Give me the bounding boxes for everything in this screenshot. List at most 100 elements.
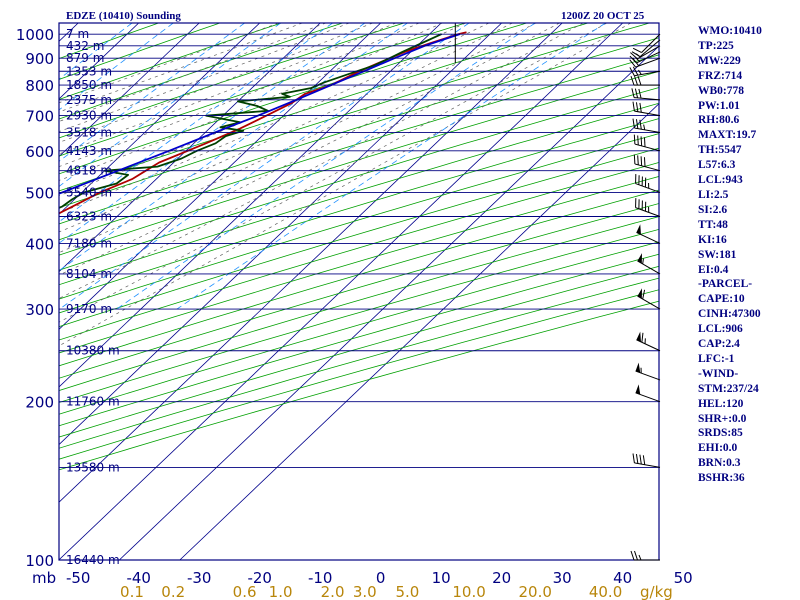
dry-adiabat <box>59 216 659 391</box>
dry-adiabat <box>59 23 220 80</box>
temperature-tick-label: 10 <box>432 569 451 587</box>
sounding-time: 1200Z 20 OCT 25 <box>561 10 645 22</box>
index-item: SW:181 <box>698 248 737 261</box>
index-item: TP:225 <box>698 39 734 52</box>
background-grid <box>0 23 659 560</box>
mixing-ratio-unit-label: g/kg <box>640 583 673 600</box>
dry-adiabat <box>59 277 659 449</box>
moist-adiabat <box>59 23 608 323</box>
temperature-tick-label: 30 <box>553 569 572 587</box>
moist-adiabat <box>59 23 537 254</box>
dry-adiabat <box>59 147 659 328</box>
temperature-tick-label: -40 <box>126 569 151 587</box>
dry-adiabat <box>59 189 659 367</box>
moist-adiabat <box>59 23 373 143</box>
dry-adiabat <box>59 118 659 300</box>
dry-adiabat <box>59 23 405 139</box>
mixing-ratio-line <box>59 23 366 244</box>
index-item: LCL:906 <box>698 323 743 336</box>
index-item: SI:2.6 <box>698 203 728 216</box>
dry-adiabat <box>59 54 659 241</box>
index-item: RH:80.6 <box>698 114 740 127</box>
wind-barb <box>635 384 661 403</box>
height-label: 8104 m <box>66 267 112 281</box>
index-item: STM:237/24 <box>698 382 759 395</box>
stability-index-list: WMO:10410 TP:225 MW:229 FRZ:714 WB0:778 PW:1.… <box>698 24 762 486</box>
mixing-ratio-label: 5.0 <box>395 583 419 600</box>
isotherm <box>59 23 200 158</box>
index-item: PW:1.01 <box>698 99 740 112</box>
height-label: 432 m <box>66 39 104 53</box>
index-item: TT:48 <box>698 218 728 231</box>
plot-frame <box>58 22 660 561</box>
pressure-label: 500 <box>25 184 54 202</box>
index-item: CAPE:10 <box>698 293 745 306</box>
isotherm <box>0 23 18 560</box>
temperature-tick-label: -10 <box>308 569 333 587</box>
index-item: MAXT:19.7 <box>698 129 757 142</box>
mixing-ratio-line <box>59 23 333 223</box>
mixing-ratio-label: 1.0 <box>269 583 293 600</box>
pressure-label: 700 <box>25 108 54 126</box>
index-item: SRDS:85 <box>698 427 743 440</box>
index-item: SHR+:0.0 <box>698 412 747 425</box>
mixing-ratio-label: 10.0 <box>452 583 485 600</box>
pressure-label: 900 <box>25 50 54 68</box>
dry-adiabat <box>59 23 527 175</box>
mixing-ratio-line <box>116 23 536 310</box>
wind-barb <box>631 88 661 101</box>
index-item: -PARCEL- <box>698 278 753 291</box>
temperature-tick-label: -20 <box>247 569 272 587</box>
height-label: 7180 m <box>66 236 112 250</box>
index-item: BRN:0.3 <box>698 457 741 470</box>
height-label: 6323 m <box>66 210 112 224</box>
wind-barb <box>630 75 660 86</box>
temperature-tick-label: -30 <box>187 569 212 587</box>
height-label: 4143 m <box>66 144 112 158</box>
isotherm <box>119 45 659 560</box>
dry-adiabat <box>59 162 659 341</box>
wind-barb <box>630 550 660 561</box>
mixing-ratio-label: 0.1 <box>120 583 144 600</box>
dry-adiabat <box>59 102 659 286</box>
wind-barb <box>635 174 661 193</box>
dry-adiabat <box>59 289 659 460</box>
dry-adiabat <box>59 23 282 100</box>
index-item: CINH:47300 <box>698 308 761 321</box>
wind-barb <box>632 101 661 117</box>
height-label: 1353 m <box>66 64 112 78</box>
temperature-tick-label: 0 <box>376 569 386 587</box>
pressure-label: 1000 <box>16 26 54 44</box>
moist-adiabat <box>59 23 560 276</box>
dry-adiabat <box>59 176 659 354</box>
dry-adiabat <box>59 203 659 379</box>
pressure-label: 400 <box>25 235 54 253</box>
height-label: 2375 m <box>66 93 112 107</box>
temperature-profile <box>59 31 467 215</box>
isotherm <box>59 23 563 503</box>
index-item: L57:6.3 <box>698 159 736 172</box>
wind-barb <box>629 57 661 68</box>
isotherm <box>59 23 260 215</box>
index-item: EHI:0.0 <box>698 442 738 455</box>
mixing-ratio-label: 3.0 <box>353 583 377 600</box>
index-item: MW:229 <box>698 54 741 67</box>
isotherm <box>59 23 381 330</box>
dry-adiabat <box>59 87 659 271</box>
mixing-ratio-line <box>59 23 408 272</box>
index-item: BSHR:36 <box>698 472 745 485</box>
pressure-label: 600 <box>25 143 54 161</box>
mixing-ratio-label: 0.6 <box>233 583 257 600</box>
wind-barb <box>632 118 661 134</box>
dry-adiabat <box>59 133 659 314</box>
height-label: 879 m <box>66 51 104 65</box>
pressure-label: 300 <box>25 301 54 319</box>
mixing-ratio-label: 40.0 <box>589 583 622 600</box>
mixing-ratio-label: 0.2 <box>161 583 185 600</box>
isotherm <box>59 23 442 388</box>
height-label: 13580 m <box>66 460 120 474</box>
isotherm <box>59 23 321 273</box>
isotherm <box>59 23 623 560</box>
index-item: EI:0.4 <box>698 263 729 276</box>
